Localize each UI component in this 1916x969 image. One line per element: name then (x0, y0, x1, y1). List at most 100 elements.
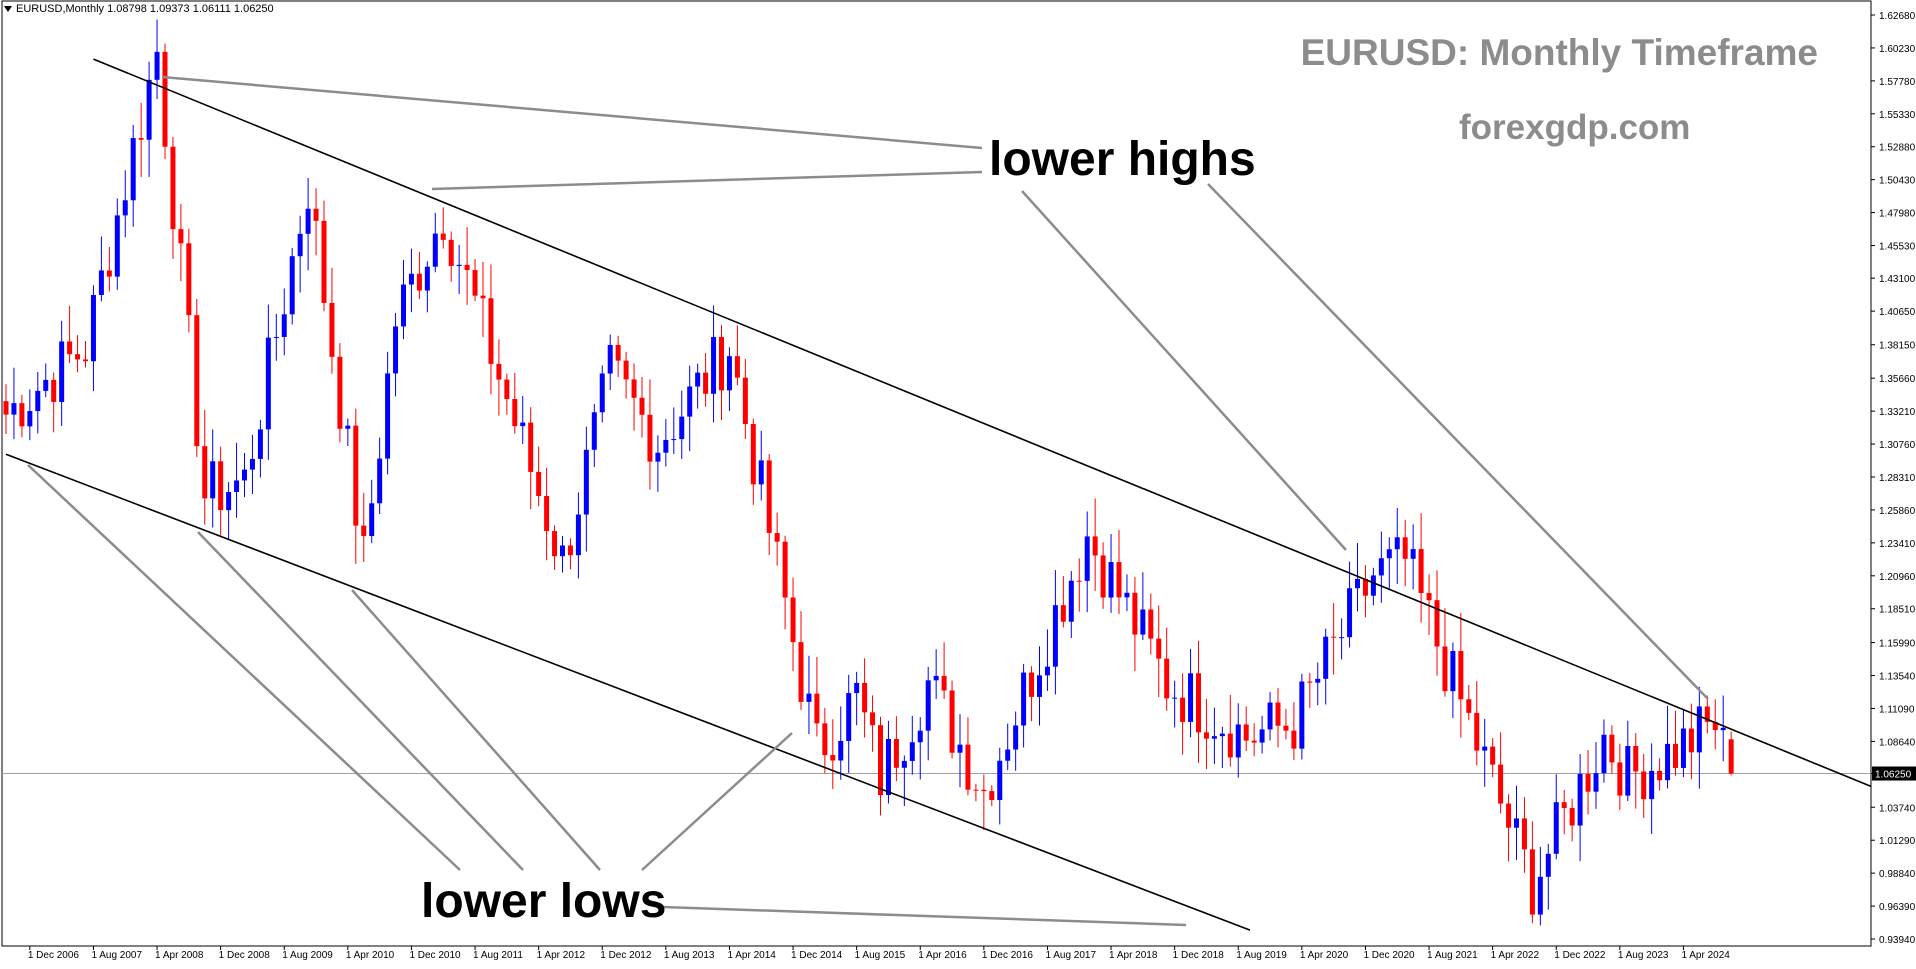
annotation-pointer-line (197, 531, 524, 871)
candle-body (138, 138, 144, 140)
annotation-pointer-line (161, 75, 983, 150)
candle-body (106, 270, 112, 277)
candle-body (734, 356, 740, 378)
candle-body (695, 372, 701, 387)
candle-body (202, 446, 208, 499)
candle-body (973, 789, 979, 791)
candle-body (401, 284, 406, 327)
candle-body (1649, 770, 1655, 800)
candle-body (265, 337, 271, 430)
candle-body (520, 422, 526, 427)
candle-body (1052, 605, 1058, 667)
y-tick-label: 1.40650 (1879, 307, 1916, 318)
x-tick-label: 1 Apr 2012 (537, 950, 586, 961)
candle-body (647, 414, 653, 462)
x-tick-label: 1 Apr 2018 (1109, 950, 1158, 961)
candle-body (909, 742, 915, 761)
candle-body (1219, 733, 1225, 737)
x-tick-label: 1 Dec 2010 (409, 950, 461, 961)
candle-body (51, 379, 57, 402)
candle-body (218, 461, 224, 511)
candle-body (1665, 743, 1671, 781)
candle-body (1601, 734, 1607, 774)
candle-body (1100, 555, 1106, 598)
candle-body (1561, 802, 1567, 809)
y-tick-label: 1.47980 (1879, 209, 1916, 220)
candle-body (591, 412, 597, 450)
y-tick-label: 1.08640 (1879, 737, 1916, 748)
candle-body (750, 424, 756, 485)
candle-body (830, 755, 836, 761)
y-tick-label: 1.13540 (1879, 672, 1916, 683)
candle-body (361, 525, 367, 537)
candle-body (1482, 746, 1488, 751)
candle-body (1514, 818, 1519, 828)
candle-body (758, 460, 764, 485)
candle-body (1426, 593, 1432, 601)
candle-body (1005, 749, 1011, 761)
candle-body (297, 233, 303, 257)
candle-body (726, 356, 732, 391)
candle-body (170, 146, 176, 230)
candle-body (965, 744, 971, 790)
candle-body (981, 789, 987, 792)
candle-body (885, 738, 891, 796)
y-tick-label: 0.98840 (1879, 869, 1916, 880)
candle-body (997, 760, 1003, 800)
candle-body (711, 336, 717, 394)
y-tick-label: 1.45530 (1879, 242, 1916, 253)
candle-body (369, 503, 375, 537)
candle-body (790, 597, 796, 643)
plot-frame (1, 0, 1872, 947)
x-tick-label: 1 Dec 2006 (28, 950, 80, 961)
candle-body (719, 336, 724, 391)
candle-body (1140, 609, 1146, 635)
candle-body (464, 264, 470, 271)
candle-body (385, 373, 391, 459)
candle-body (273, 336, 279, 338)
candle-body (98, 270, 104, 295)
candle-body (1299, 681, 1305, 749)
y-tick-label: 1.35660 (1879, 374, 1916, 385)
candle-body (1339, 637, 1345, 639)
candle-body (1450, 651, 1456, 692)
candle-body (146, 79, 152, 140)
candle-body (544, 495, 550, 532)
candle-body (1712, 721, 1718, 731)
x-tick-label: 1 Aug 2015 (855, 950, 906, 961)
candle-body (1124, 592, 1130, 598)
candle-body (1521, 818, 1527, 850)
candle-body (1044, 666, 1050, 676)
candle-body (870, 712, 876, 726)
candle-body (1283, 725, 1289, 731)
y-tick-label: 1.15990 (1879, 639, 1916, 650)
candle-body (1132, 592, 1138, 635)
x-tick-label: 1 Apr 2022 (1491, 950, 1540, 961)
candle-body (560, 545, 565, 557)
candle-body (162, 51, 168, 147)
candle-body (1275, 702, 1281, 726)
candle-body (1402, 537, 1408, 559)
candle-body (1490, 746, 1496, 765)
candle-body (623, 360, 629, 380)
candle-body (575, 514, 581, 556)
candle-body (440, 233, 446, 240)
candle-body (742, 377, 748, 425)
candle-body (1156, 638, 1162, 659)
candle-body (313, 208, 319, 221)
dropdown-triangle-icon[interactable] (4, 6, 12, 13)
symbol-header-text: EURUSD,Monthly 1.08798 1.09373 1.06111 1… (16, 3, 274, 16)
candle-body (1696, 706, 1702, 753)
y-tick-label: 1.23410 (1879, 539, 1916, 550)
candle-body (655, 452, 661, 462)
candle-body (1188, 673, 1194, 722)
candle-body (798, 642, 804, 702)
candle-body (1657, 770, 1663, 781)
candle-body (186, 243, 192, 316)
candle-body (1537, 876, 1543, 915)
candle-body (1211, 736, 1217, 739)
candle-body (878, 725, 883, 796)
candle-body (194, 315, 200, 447)
y-tick-label: 1.52880 (1879, 143, 1916, 154)
